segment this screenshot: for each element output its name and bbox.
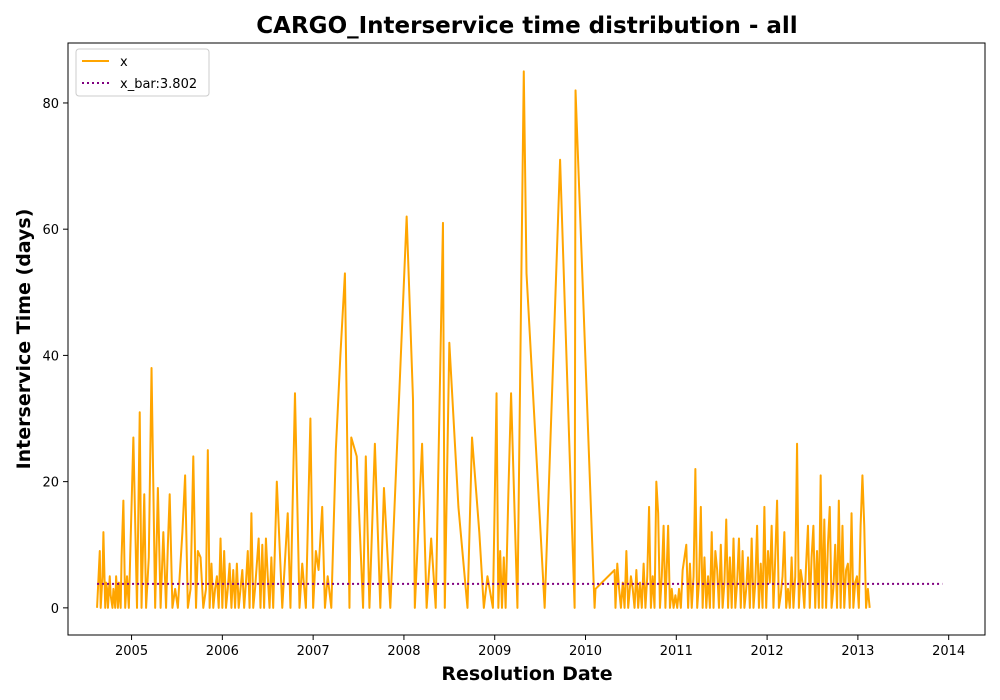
x-tick-label: 2014 <box>932 644 965 659</box>
y-tick-label: 60 <box>42 223 59 238</box>
chart-title: CARGO_Interservice time distribution - a… <box>256 13 797 39</box>
x-tick-label: 2011 <box>660 644 693 659</box>
x-tick-label: 2013 <box>841 644 874 659</box>
y-tick-label: 20 <box>42 476 59 491</box>
x-tick-label: 2008 <box>387 644 420 659</box>
x-tick-label: 2010 <box>569 644 602 659</box>
y-tick-label: 40 <box>42 349 59 364</box>
x-tick-label: 2005 <box>115 644 148 659</box>
axes-ticks: 2005 2006 2007 2008 2009 2010 2011 2012 2013 2014… <box>42 97 965 659</box>
legend: x x_bar:3.802 <box>75 48 210 97</box>
legend-label-x-bar: x_bar:3.802 <box>120 77 197 92</box>
series-line-x <box>96 70 871 609</box>
x-tick-label: 2009 <box>478 644 511 659</box>
y-tick-label: 80 <box>42 97 59 112</box>
plot-area <box>67 42 986 636</box>
x-tick-label: 2012 <box>751 644 784 659</box>
y-axis-label: Interservice Time (days) <box>13 209 35 470</box>
series-layer <box>96 70 943 609</box>
x-tick-label: 2007 <box>297 644 330 659</box>
y-tick-label: 0 <box>51 602 59 617</box>
legend-box <box>75 48 210 97</box>
x-axis-label: Resolution Date <box>441 663 612 685</box>
x-tick-label: 2006 <box>206 644 239 659</box>
legend-label-x: x <box>120 55 128 70</box>
